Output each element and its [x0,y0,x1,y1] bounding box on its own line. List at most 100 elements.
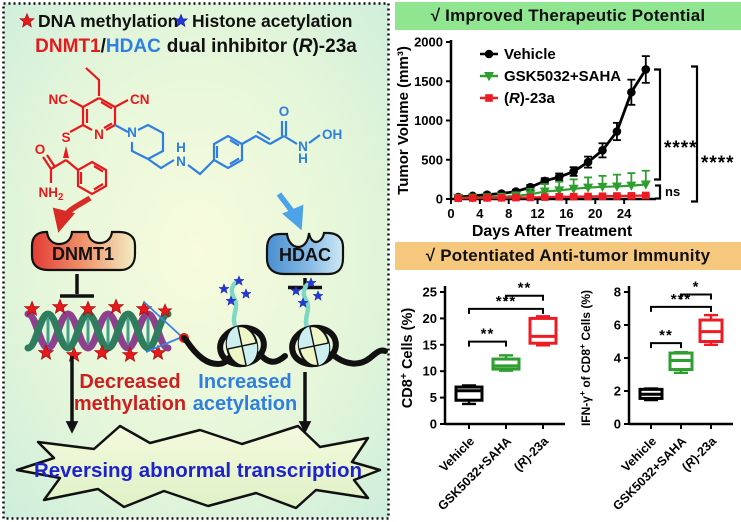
svg-text:**: ** [481,326,495,343]
increased-label: Increased [198,371,291,393]
title-dnmt1: DNMT1 [35,36,101,57]
chemical-structure: NC CN S N O NH2 [35,67,342,203]
svg-text:1500: 1500 [414,74,443,89]
dnmt1-inhibition-bar [60,274,94,298]
dnmt1-enzyme: DNMT1 [30,230,137,272]
title-r: R [299,36,313,57]
histone-tail-1 [229,279,239,331]
histone-octamer-2 [297,325,331,367]
acetylated-nucleosomes [183,275,388,368]
title-rest2: )-23a [312,36,357,57]
dnmt1-pharmacophore [42,67,129,196]
mechanism-panel: DNA methylation Histone acetylation DNMT… [2,2,390,520]
results-column: √ Improved Therapeutic Potential 0 500 100… [395,2,741,520]
svg-text:***: *** [496,293,517,310]
boxplot-row: 0 5 10 15 20 25 CD8+ Cells (%) Vehicle GSK5032+S… [395,270,741,520]
svg-text:(R)-23a: (R)-23a [511,433,552,474]
mechanism-figure: DNA methylation Histone acetylation DNMT… [2,2,390,520]
svg-text:ns: ns [665,184,680,199]
svg-text:8: 8 [614,285,621,300]
arrow-to-hdac [276,192,304,231]
atom-ring-n: N [94,127,104,142]
title-slash: / [101,36,107,57]
svg-text:16: 16 [559,206,573,221]
svg-text:0: 0 [614,417,621,432]
tumor-volume-chart: 0 500 1000 1500 2000 0 4 8 12 16 20 24 Tumor Volume … [395,35,735,241]
svg-text:4: 4 [476,206,484,221]
svg-text:0: 0 [436,192,443,207]
svg-text:0: 0 [447,206,454,221]
hdac-pharmacophore [114,121,321,176]
hdac-enzyme: HDAC [265,231,345,276]
svg-text:12: 12 [530,206,544,221]
svg-text:GSK5032+SAHA: GSK5032+SAHA [504,68,621,85]
atom-amide-o: O [35,142,46,157]
dna-strand-2 [24,310,172,352]
blue-atom-labels: N H N O N H OH [127,104,342,169]
atom-nc: NC [49,92,69,107]
atom-amine-n: N [176,154,186,169]
stereo-wedge-bond [63,146,69,158]
atom-cn: CN [130,92,150,107]
svg-text:****: **** [701,153,735,174]
svg-text:10: 10 [423,364,437,379]
svg-text:1000: 1000 [414,113,443,128]
svg-text:0: 0 [430,417,437,432]
mark-legend: DNA methylation Histone acetylation [19,11,352,31]
histone-octamer-1 [225,325,259,367]
atom-hydroxamate-h: H [298,151,308,166]
therapeutic-header-text: √ Improved Therapeutic Potential [430,6,706,25]
arrow-to-dnmt1 [52,195,92,233]
svg-text:(R)-23a: (R)-23a [504,90,556,107]
transcription-burst: Reversing abnormal transcription [15,424,382,510]
svg-text:25: 25 [423,285,437,300]
therapeutic-header: √ Improved Therapeutic Potential [395,2,741,30]
decreased-label: Decreased [79,371,180,393]
atom-pip-n: N [127,125,137,140]
svg-text:4: 4 [614,351,622,366]
svg-text:Vehicle: Vehicle [504,46,556,63]
transcription-label: Reversing abnormal transcription [34,459,362,482]
svg-text:24: 24 [617,206,632,221]
atom-carbonyl-o: O [279,104,290,119]
title-hdac: HDAC [106,36,161,57]
svg-text:Days After Treatment: Days After Treatment [472,223,633,240]
methylated-dna [24,298,173,362]
histone-tail-2 [301,281,311,333]
svg-text:Tumor Volume (mm³): Tumor Volume (mm³) [395,46,412,195]
svg-text:2: 2 [614,384,621,399]
svg-text:2000: 2000 [414,35,443,50]
svg-text:IFN-γ+ of CD8+ Cells (%): IFN-γ+ of CD8+ Cells (%) [577,290,593,426]
immunity-header: √ Potentiated Anti-tumor Immunity [395,242,741,270]
acetylation-label: acetylation [193,393,297,415]
methylation-label: methylation [74,393,186,415]
dna-methylation-label: DNA methylation [38,11,178,31]
atom-amine-h: H [176,140,186,155]
svg-text:**: ** [518,280,532,297]
histone-acetylation-label: Histone acetylation [192,11,352,31]
svg-text:*: * [693,278,700,295]
atom-s: S [61,130,70,145]
svg-text:**: ** [659,327,673,344]
red-atom-labels: NC CN S N O NH2 [35,92,150,203]
svg-text:****: **** [664,138,698,159]
svg-text:6: 6 [614,318,621,333]
svg-text:8: 8 [505,206,512,221]
svg-text:20: 20 [588,206,602,221]
svg-text:500: 500 [421,152,443,167]
atom-amide-nh2: NH2 [39,185,65,203]
atom-hydroxamate-n: N [298,139,308,154]
svg-text:15: 15 [423,337,437,352]
atom-hydroxamate-oh: OH [322,127,342,142]
immunity-header-text: √ Potentiated Anti-tumor Immunity [425,246,711,265]
svg-text:(R)-23a: (R)-23a [679,433,720,474]
hdac-blob-label: HDAC [279,245,331,265]
svg-text:20: 20 [423,311,437,326]
svg-text:5: 5 [430,390,437,405]
title-rest1: dual inhibitor ( [167,36,300,57]
svg-text:CD8+ Cells (%): CD8+ Cells (%) [399,308,416,409]
compound-title: DNMT1/HDAC dual inhibitor (R)-23a [35,36,357,57]
